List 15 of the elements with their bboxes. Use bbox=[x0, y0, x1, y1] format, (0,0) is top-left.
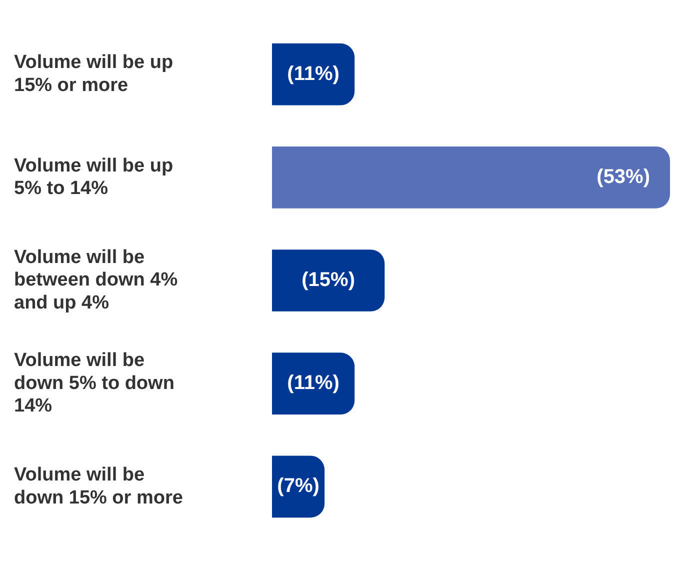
data-label: (15%) bbox=[302, 269, 355, 292]
data-label: (11%) bbox=[287, 372, 340, 394]
bar bbox=[272, 146, 670, 208]
data-label: (53%) bbox=[596, 166, 650, 188]
y-tick-label: Volume will be up 15% or more bbox=[14, 52, 174, 96]
y-tick-label: Volume will be up 5% to 14% bbox=[14, 155, 174, 200]
y-tick-label: Volume will be down 5% to down 14% bbox=[14, 350, 174, 417]
bar bbox=[272, 250, 385, 312]
data-label: (11%) bbox=[287, 62, 340, 85]
bar bbox=[272, 43, 355, 106]
y-tick-label: Volume will be between down 4% and up 4% bbox=[14, 246, 178, 314]
bar bbox=[272, 456, 325, 518]
y-tick-label: Volume will be down 15% or more bbox=[14, 464, 183, 508]
data-label: (7%) bbox=[277, 475, 320, 498]
bar bbox=[272, 352, 355, 415]
